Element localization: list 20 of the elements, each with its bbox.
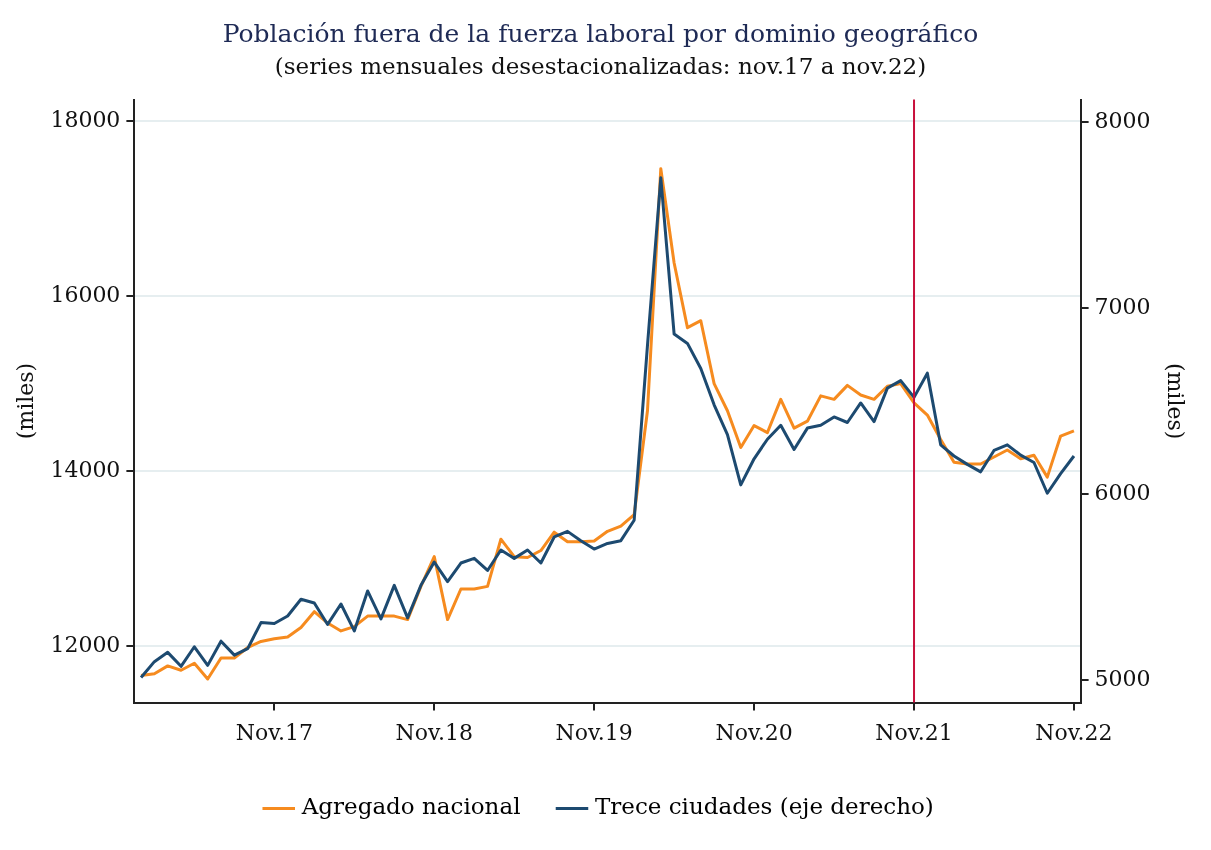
y2-tick-label: 8000 <box>1094 107 1151 133</box>
y-tick-label: 18000 <box>50 107 121 133</box>
chart-subtitle: (series mensuales desestacionalizadas: nov.17 a nov.22) <box>274 52 927 79</box>
x-tick-label: Nov.19 <box>555 719 633 745</box>
x-tick-label: Nov.20 <box>715 719 793 745</box>
x-tick-label: Nov.21 <box>875 719 953 745</box>
y2-axis-title: (miles) <box>1163 362 1189 440</box>
y2-tick-label: 6000 <box>1094 479 1151 505</box>
x-tick-label: Nov.18 <box>395 719 473 745</box>
x-tick-label: Nov.22 <box>1035 719 1113 745</box>
legend-label: Agregado nacional <box>300 793 521 820</box>
y2-tick-label: 5000 <box>1094 665 1151 691</box>
y-axis-title: (miles) <box>12 362 38 440</box>
legend-label: Trece ciudades (eje derecho) <box>594 793 934 820</box>
chart-title: Población fuera de la fuerza laboral por dominio geográfico <box>222 18 979 48</box>
y-tick-label: 16000 <box>50 281 121 307</box>
y2-tick-label: 7000 <box>1094 293 1151 319</box>
y-tick-label: 12000 <box>50 631 121 657</box>
y-tick-label: 14000 <box>50 456 121 482</box>
x-tick-label: Nov.17 <box>235 719 313 745</box>
